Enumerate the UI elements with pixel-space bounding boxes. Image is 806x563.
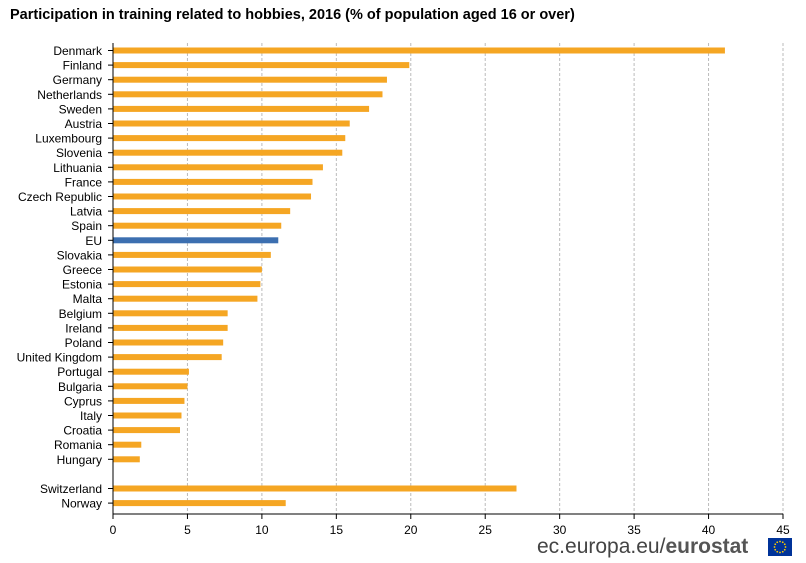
- bar-denmark: [113, 47, 725, 54]
- source-credit: ec.europa.eu/eurostat: [537, 535, 748, 559]
- x-tick-label: 35: [627, 523, 641, 537]
- bar-austria: [113, 120, 350, 127]
- bar-lithuania: [113, 164, 323, 171]
- x-tick-label: 45: [776, 523, 790, 537]
- category-label: Ireland: [65, 321, 102, 335]
- bar-sweden: [113, 105, 370, 112]
- bar-luxembourg: [113, 135, 346, 142]
- x-tick-label: 30: [553, 523, 567, 537]
- category-label: Latvia: [70, 205, 102, 219]
- category-label: Sweden: [59, 102, 102, 116]
- category-label: Switzerland: [40, 482, 102, 496]
- axes: [108, 43, 784, 519]
- x-tick-label: 25: [479, 523, 493, 537]
- bars: [113, 47, 725, 507]
- category-label: Malta: [73, 292, 103, 306]
- bar-portugal: [113, 368, 189, 375]
- bar-spain: [113, 222, 282, 229]
- bar-slovenia: [113, 149, 343, 156]
- category-label: Estonia: [62, 278, 102, 292]
- bar-netherlands: [113, 91, 383, 98]
- category-label: Romania: [54, 438, 102, 452]
- category-label: Germany: [53, 73, 102, 87]
- category-label: Austria: [65, 117, 103, 131]
- category-label: Norway: [61, 497, 102, 511]
- x-tick-label: 40: [702, 523, 716, 537]
- category-labels: DenmarkFinlandGermanyNetherlandsSwedenAu…: [17, 44, 103, 511]
- category-label: United Kingdom: [17, 351, 102, 365]
- x-tick-label: 0: [110, 523, 117, 537]
- category-label: Greece: [63, 263, 103, 277]
- bar-croatia: [113, 427, 180, 434]
- bar-ireland: [113, 324, 228, 331]
- bar-cyprus: [113, 397, 185, 404]
- eu-flag-icon: [768, 538, 792, 556]
- chart-title: Participation in training related to hob…: [10, 7, 575, 23]
- bar-norway: [113, 500, 286, 507]
- category-label: Italy: [80, 409, 102, 423]
- category-label: France: [65, 175, 103, 189]
- category-label: Finland: [63, 59, 102, 73]
- category-label: Slovakia: [57, 248, 103, 262]
- category-label: Slovenia: [56, 146, 102, 160]
- bar-malta: [113, 295, 258, 302]
- category-label: Cyprus: [64, 394, 102, 408]
- x-tick-label: 10: [255, 523, 269, 537]
- source-brand: eurostat: [665, 535, 749, 558]
- bar-switzerland: [113, 485, 517, 492]
- category-label: Lithuania: [53, 161, 102, 175]
- category-label: EU: [85, 234, 102, 248]
- category-label: Poland: [65, 336, 102, 350]
- bar-bulgaria: [113, 383, 188, 390]
- category-label: Luxembourg: [35, 132, 102, 146]
- bar-eu: [113, 237, 279, 244]
- bar-belgium: [113, 310, 228, 317]
- grid-lines: [186, 43, 784, 514]
- x-tick-label: 15: [330, 523, 344, 537]
- category-label: Bulgaria: [58, 380, 102, 394]
- category-label: Spain: [71, 219, 102, 233]
- bar-romania: [113, 441, 142, 448]
- bar-greece: [113, 266, 262, 273]
- category-label: Belgium: [59, 307, 102, 321]
- category-label: Hungary: [57, 453, 102, 467]
- bar-italy: [113, 412, 182, 419]
- bar-france: [113, 178, 313, 185]
- bar-latvia: [113, 208, 291, 215]
- bar-slovakia: [113, 251, 271, 258]
- bar-finland: [113, 62, 410, 69]
- category-label: Denmark: [53, 44, 103, 58]
- bar-poland: [113, 339, 224, 346]
- x-tick-labels: 0 5 10 15 20 25 30 35 40 45: [110, 523, 790, 537]
- x-tick-label: 20: [404, 523, 418, 537]
- bar-hungary: [113, 456, 140, 463]
- source-prefix: ec.europa.eu/: [537, 535, 666, 558]
- category-label: Croatia: [63, 424, 102, 438]
- bar-united-kingdom: [113, 354, 222, 361]
- bar-estonia: [113, 281, 261, 288]
- category-label: Netherlands: [37, 88, 102, 102]
- category-label: Czech Republic: [18, 190, 102, 204]
- bar-germany: [113, 76, 387, 83]
- bar-czech-republic: [113, 193, 312, 200]
- category-label: Portugal: [57, 365, 102, 379]
- x-tick-label: 5: [184, 523, 191, 537]
